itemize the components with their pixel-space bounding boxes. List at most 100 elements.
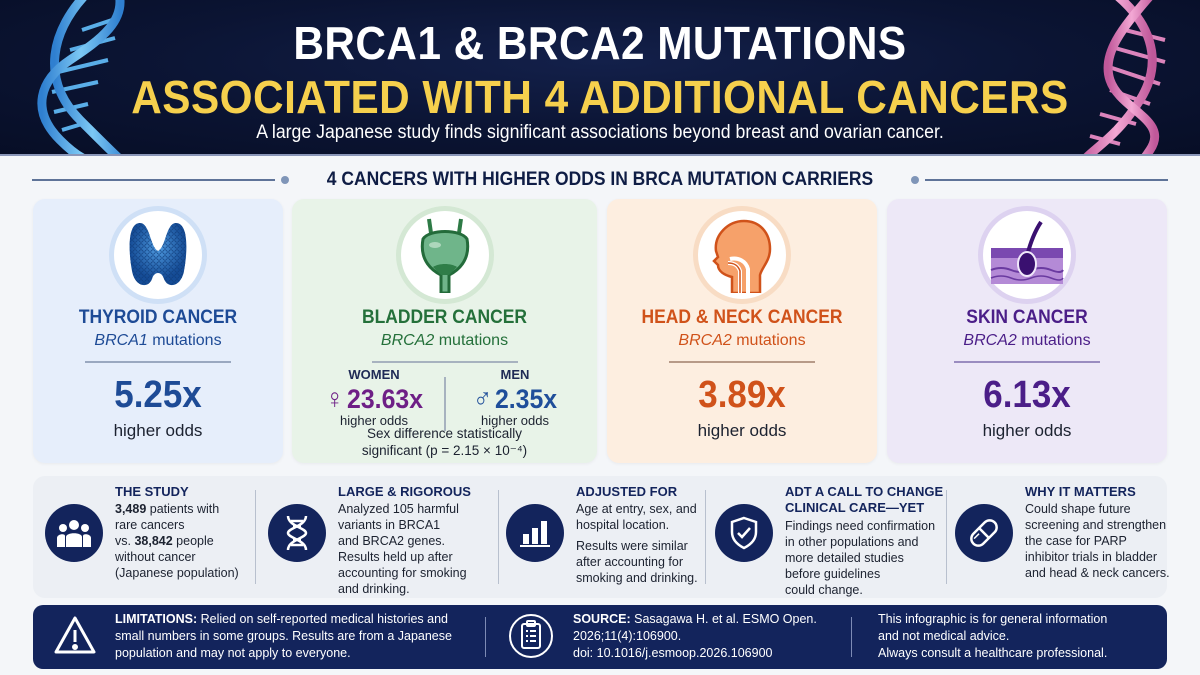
vertical-divider	[851, 617, 852, 657]
gene-name: BRCA1	[94, 332, 148, 349]
vertical-divider	[485, 617, 486, 657]
info-body: Age at entry, sex, and hospital location…	[576, 501, 716, 586]
study-info-strip: THE STUDY 3,489 patients with rare cance…	[33, 476, 1170, 598]
info-line: and head & neck cancers.	[1025, 566, 1170, 580]
dna-helix-pink-icon	[1083, 0, 1166, 154]
vertical-divider	[255, 490, 256, 584]
men-odds-value: 2.35x	[494, 384, 558, 414]
source-line-text: Sasagawa H. et al. ESMO Open.	[630, 612, 817, 626]
disclaimer-line: Always consult a healthcare professional…	[878, 646, 1108, 660]
info-line: and BRCA2 genes.	[338, 534, 446, 548]
info-line: inhibitor trials in bladder	[1025, 550, 1158, 564]
info-line: more detailed studies	[785, 551, 904, 565]
info-line: could change.	[785, 583, 863, 597]
source-text: SOURCE: Sasagawa H. et al. ESMO Open. 20…	[573, 611, 817, 662]
info-title: WHY IT MATTERS	[1025, 484, 1136, 499]
odds-label: higher odds	[113, 421, 203, 440]
info-line: smoking and drinking.	[576, 571, 698, 585]
divider-dot	[281, 176, 290, 184]
limitations-line: small numbers in some groups. Results ar…	[115, 629, 452, 643]
divider	[85, 361, 231, 363]
info-text: patients with	[146, 502, 220, 516]
limitations-line: population and may not apply to everyone…	[115, 646, 351, 660]
men-stat: MEN ♂ 2.35x higher odds	[445, 367, 585, 428]
section-heading-text: 4 CANCERS WITH HIGHER ODDS IN BRCA MUTAT…	[326, 169, 874, 190]
odds-value: 5.25x	[114, 374, 202, 416]
info-line: screening and strengthen	[1025, 518, 1167, 532]
thyroid-icon	[114, 211, 202, 299]
info-line: without cancer	[115, 550, 196, 564]
info-line: Findings need confirmation	[785, 519, 936, 533]
dna-icon	[268, 504, 326, 562]
card-head-neck-cancer: HEAD & NECK CANCER BRCA2 mutations 3.89x…	[607, 199, 877, 463]
info-title-line: ADT A CALL TO CHANGE	[785, 484, 944, 499]
control-count: 38,842	[134, 534, 173, 548]
info-line: vs. 38,842 people	[115, 533, 265, 549]
men-odds: ♂ 2.35x	[451, 383, 580, 415]
odds-value: 3.89x	[698, 374, 786, 416]
info-body: Analyzed 105 harmful variants in BRCA1 a…	[338, 501, 498, 597]
header-banner: BRCA1 & BRCA2 MUTATIONS ASSOCIATED WITH …	[0, 0, 1200, 156]
gene-suffix: mutations	[731, 332, 806, 349]
gene-suffix: mutations	[434, 332, 509, 349]
footer-bar: LIMITATIONS: Relied on self-reported med…	[33, 605, 1167, 669]
source-line: SOURCE: Sasagawa H. et al. ESMO Open.	[573, 611, 817, 628]
odds-label: higher odds	[982, 421, 1072, 440]
info-line: Analyzed 105 harmful	[338, 502, 459, 516]
shield-check-icon	[715, 504, 773, 562]
gene-name: BRCA2	[678, 332, 732, 349]
female-symbol-icon: ♀	[324, 383, 345, 414]
gene-label: BRCA2 mutations	[607, 332, 877, 350]
info-title: ADT A CALL TO CHANGE CLINICAL CARE—YET	[785, 484, 943, 516]
bladder-icon	[400, 211, 489, 299]
divider-line	[924, 179, 1168, 181]
divider-dot	[910, 176, 919, 184]
divider	[371, 361, 518, 363]
source-doi: doi: 10.1016/j.esmoop.2026.106900	[573, 646, 773, 660]
women-odds-value: 23.63x	[347, 384, 424, 414]
pill-icon	[955, 504, 1013, 562]
info-line: and drinking.	[338, 582, 410, 596]
men-odds-label: higher odds	[481, 413, 549, 428]
info-line: hospital location.	[576, 518, 670, 532]
info-title-line: CLINICAL CARE—YET	[785, 500, 925, 515]
women-heading: WOMEN	[348, 367, 400, 382]
limitations-text: LIMITATIONS: Relied on self-reported med…	[115, 611, 452, 662]
vertical-divider	[498, 490, 499, 584]
info-title: THE STUDY	[115, 484, 189, 499]
head-neck-icon	[698, 211, 786, 299]
disclaimer-text: This infographic is for general informat…	[878, 611, 1107, 662]
info-line: Could shape future	[1025, 502, 1131, 516]
clipboard-icon	[509, 614, 553, 658]
info-line: accounting for smoking	[338, 566, 467, 580]
section-heading: 4 CANCERS WITH HIGHER ODDS IN BRCA MUTAT…	[32, 166, 1168, 194]
limitations-line-text: Relied on self-reported medical historie…	[197, 612, 448, 626]
info-title: LARGE & RIGOROUS	[338, 484, 471, 499]
divider-line	[32, 179, 276, 181]
skin-icon	[983, 211, 1071, 299]
info-text: vs.	[115, 534, 135, 548]
info-line: variants in BRCA1	[338, 518, 441, 532]
card-thyroid-cancer: THYROID CANCER BRCA1 mutations 5.25x hig…	[33, 199, 283, 463]
gene-name: BRCA2	[380, 332, 435, 349]
limitations-label: LIMITATIONS:	[115, 612, 198, 626]
cancer-name: THYROID CANCER	[78, 307, 238, 328]
vertical-divider	[705, 490, 706, 584]
significance-note: Sex difference statistically significant…	[292, 425, 597, 459]
info-text: people	[172, 534, 214, 548]
info-line: before guidelines	[785, 567, 881, 581]
bar-chart-icon	[506, 504, 564, 562]
note-line: Sex difference statistically	[366, 426, 523, 441]
info-line: rare cancers	[115, 518, 185, 532]
divider	[669, 361, 815, 363]
title-line-2: ASSOCIATED WITH 4 ADDITIONAL CANCERS	[131, 71, 1069, 123]
vertical-divider	[443, 377, 446, 431]
disclaimer-line: This infographic is for general informat…	[878, 612, 1108, 626]
source-line: 2026;11(4):106900.	[573, 629, 682, 643]
info-body: Could shape future screening and strengt…	[1025, 501, 1185, 581]
vertical-divider	[946, 490, 947, 584]
info-title: ADJUSTED FOR	[576, 484, 678, 499]
source-label: SOURCE:	[573, 612, 631, 626]
gene-label: BRCA1 mutations	[33, 332, 283, 350]
gene-name: BRCA2	[963, 332, 1017, 349]
